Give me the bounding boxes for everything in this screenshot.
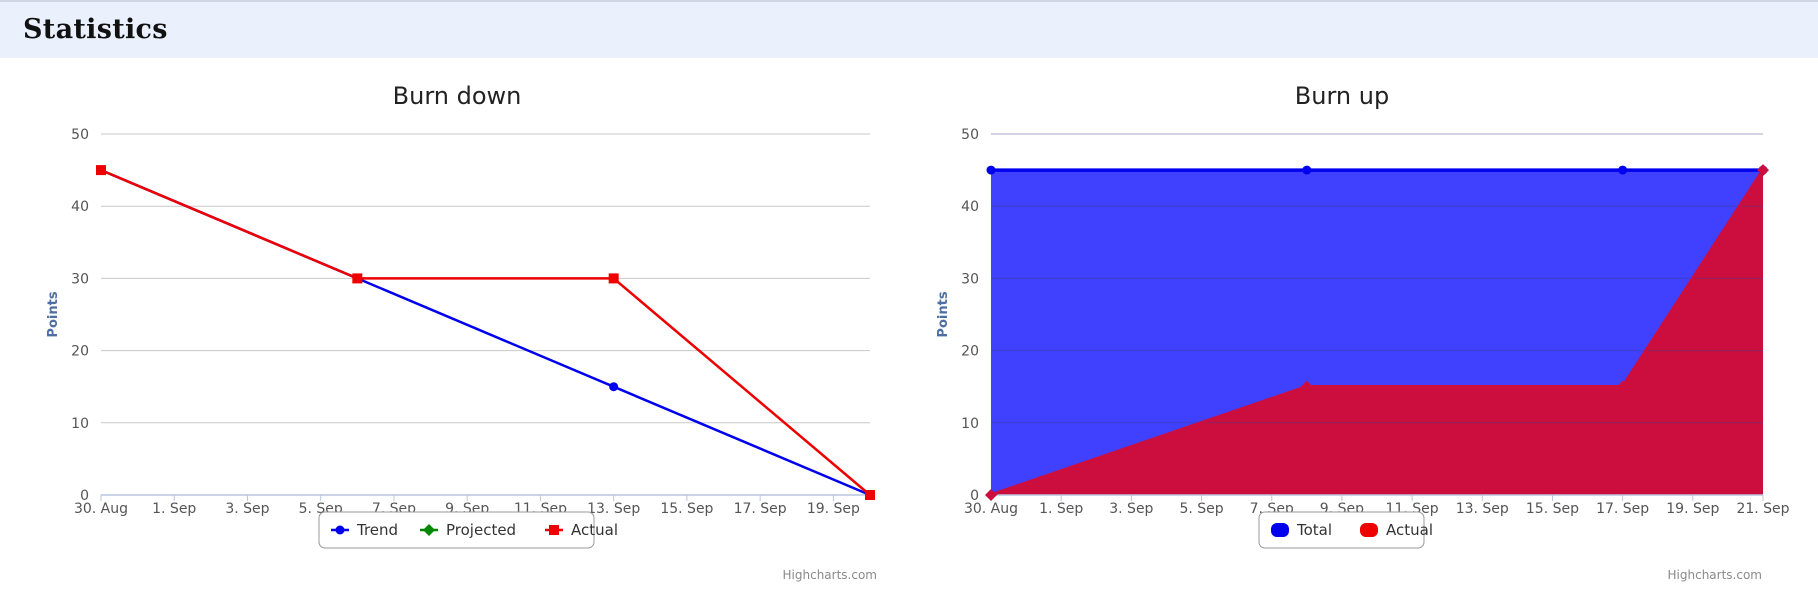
y-tick-label: 10 (71, 416, 89, 432)
y-axis-title: Points (936, 291, 951, 337)
y-tick-label: 0 (80, 488, 89, 504)
legend-symbol-total (1271, 523, 1289, 537)
data-point-actual (985, 489, 997, 501)
x-tick-label: 13. Sep (587, 501, 640, 517)
legend-item-actual[interactable]: Actual (1360, 521, 1433, 539)
x-tick-label: 30. Aug (964, 501, 1018, 517)
data-point-actual (1300, 380, 1313, 393)
legend-item-projected[interactable]: Projected (420, 521, 516, 539)
series-line-actual (100, 168, 871, 496)
legend-marker-projected (423, 524, 435, 536)
x-tick-label: 15. Sep (660, 501, 713, 517)
burnup-chart: Burn up 0 10 20 30 40 50 30. Aug 1. Sep 3. Sep 5. … (885, 58, 1794, 598)
y-tick-label: 50 (71, 127, 89, 143)
burnup-chart-svg: Burn up 0 10 20 30 40 50 30. Aug 1. Sep 3. Sep 5. … (936, 82, 1790, 582)
credits-link[interactable]: Highcharts.com (1668, 568, 1762, 582)
legend-box (1258, 511, 1425, 549)
data-point-total (1618, 165, 1628, 175)
y-tick-label: 40 (71, 199, 89, 215)
legend-box (318, 511, 595, 549)
y-tick-label: 0 (970, 488, 979, 504)
page-title: Statistics (23, 14, 168, 45)
legend-label-actual[interactable]: Actual (1386, 521, 1433, 539)
x-tick-label: 13. Sep (1456, 501, 1509, 517)
area-fill-actual (991, 170, 1763, 495)
chart-title: Burn up (1295, 82, 1389, 110)
legend-item-actual[interactable]: Actual (545, 521, 618, 539)
data-point-actual (1757, 164, 1769, 177)
y-tick-label: 20 (961, 344, 979, 360)
legend-label-projected[interactable]: Projected (446, 521, 516, 539)
chart-title: Burn down (393, 82, 522, 110)
burndown-chart: Burn down 0 10 20 30 40 50 30. Aug 1. Sep 3. Sep 5… (0, 58, 909, 598)
y-tick-label: 40 (961, 199, 979, 215)
x-tick-label: 5. Sep (1179, 501, 1223, 517)
x-tick-label: 21. Sep (1736, 501, 1789, 517)
top-border (0, 0, 1818, 2)
x-tick-label: 17. Sep (734, 501, 787, 517)
y-tick-label: 10 (961, 416, 979, 432)
x-tick-label: 30. Aug (74, 501, 128, 517)
y-tick-label: 20 (71, 344, 89, 360)
x-tick-label: 19. Sep (1666, 501, 1719, 517)
x-tick-label: 17. Sep (1596, 501, 1649, 517)
x-tick-label: 19. Sep (807, 501, 860, 517)
data-point-actual (608, 273, 619, 284)
legend-item-trend[interactable]: Trend (331, 521, 398, 539)
y-tick-label: 50 (961, 127, 979, 143)
data-point-actual (865, 490, 875, 500)
x-tick-label: 3. Sep (225, 501, 269, 517)
legend-marker-trend (335, 525, 345, 535)
legend-marker-actual (549, 525, 559, 535)
legend-label-actual[interactable]: Actual (571, 521, 618, 539)
data-point-trend (609, 382, 619, 392)
y-axis-title: Points (46, 291, 61, 337)
page-header: Statistics (0, 2, 1818, 58)
series-line-actual (990, 169, 1765, 497)
data-point-actual (352, 273, 363, 284)
legend-symbol-actual (1360, 523, 1378, 537)
data-point-actual (96, 165, 106, 176)
data-point-total (986, 165, 996, 175)
y-tick-label: 30 (961, 271, 979, 287)
data-point-actual (1616, 380, 1629, 393)
x-tick-label: 1. Sep (152, 501, 196, 517)
x-tick-label: 1. Sep (1039, 501, 1083, 517)
legend-label-total[interactable]: Total (1296, 521, 1332, 539)
x-tick-label: 15. Sep (1526, 501, 1579, 517)
data-point-total (1302, 165, 1312, 175)
legend-label-trend[interactable]: Trend (356, 521, 398, 539)
legend-item-total[interactable]: Total (1271, 521, 1332, 539)
y-tick-label: 30 (71, 271, 89, 287)
x-tick-label: 3. Sep (1109, 501, 1153, 517)
credits-link[interactable]: Highcharts.com (783, 568, 877, 582)
